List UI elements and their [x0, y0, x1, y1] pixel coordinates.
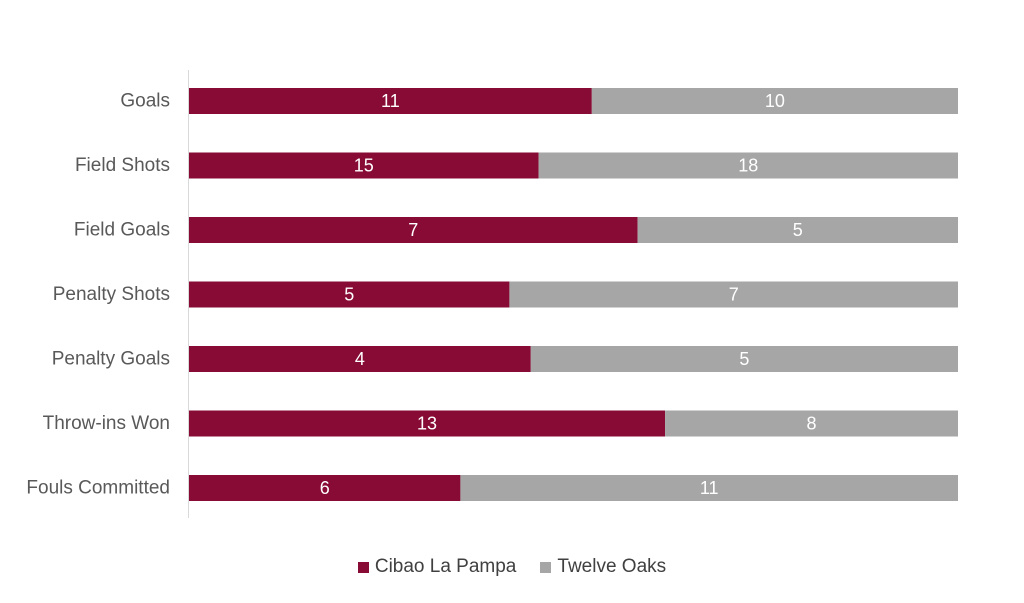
legend-item-series-1[interactable]: Cibao La Pampa [357, 556, 517, 578]
data-label-series-2: 5 [739, 349, 749, 369]
bar-series-2[interactable] [509, 281, 958, 308]
bars-layer [189, 88, 958, 501]
data-label-series-2: 11 [700, 478, 719, 498]
data-label-series-1: 11 [381, 91, 400, 111]
bar-series-1[interactable] [189, 88, 592, 114]
data-label-series-1: 7 [408, 220, 418, 240]
data-label-series-1: 13 [417, 414, 437, 434]
data-label-series-1: 6 [320, 478, 330, 498]
data-label-series-2: 10 [765, 91, 785, 111]
bar-series-2[interactable] [591, 88, 958, 114]
category-label: Penalty Shots [53, 284, 170, 305]
data-label-series-1: 15 [354, 156, 374, 176]
data-label-series-2: 18 [738, 156, 758, 176]
category-label: Penalty Goals [52, 349, 170, 370]
data-label-series-2: 7 [729, 285, 739, 305]
legend-label-series-2: Twelve Oaks [557, 556, 667, 577]
category-label: Field Goals [74, 220, 170, 241]
category-label: Throw-ins Won [43, 413, 170, 434]
category-label: Field Shots [75, 155, 170, 176]
legend-label-series-1: Cibao La Pampa [374, 556, 517, 577]
legend-item-series-2[interactable]: Twelve Oaks [540, 556, 666, 578]
bar-series-2[interactable] [637, 217, 958, 243]
legend-swatch-series-1 [357, 561, 369, 573]
bar-series-2[interactable] [538, 152, 958, 179]
bar-series-1[interactable] [189, 346, 531, 372]
bar-series-1[interactable] [189, 152, 539, 179]
data-label-series-1: 4 [355, 349, 365, 369]
bar-series-2[interactable] [530, 346, 958, 372]
bar-series-1[interactable] [189, 410, 666, 437]
bar-series-1[interactable] [189, 217, 638, 243]
category-label: Goals [120, 91, 170, 112]
legend-swatch-series-2 [540, 561, 552, 573]
bar-series-1[interactable] [189, 475, 461, 501]
chart-plot: Goals 11 10 Field Shots 15 18 Field Goals 7 5 Pen… [26, 70, 958, 518]
category-label: Fouls Committed [26, 478, 170, 499]
chart-legend: Cibao La Pampa Twelve Oaks [0, 556, 1024, 578]
bar-series-1[interactable] [189, 281, 510, 308]
labels-layer: Goals 11 10 Field Shots 15 18 Field Goals 7 5 Pen… [26, 91, 816, 499]
data-label-series-2: 5 [793, 220, 803, 240]
bar-series-2[interactable] [460, 475, 958, 501]
data-label-series-2: 8 [807, 414, 817, 434]
data-label-series-1: 5 [344, 285, 354, 305]
bar-series-2[interactable] [665, 410, 958, 437]
